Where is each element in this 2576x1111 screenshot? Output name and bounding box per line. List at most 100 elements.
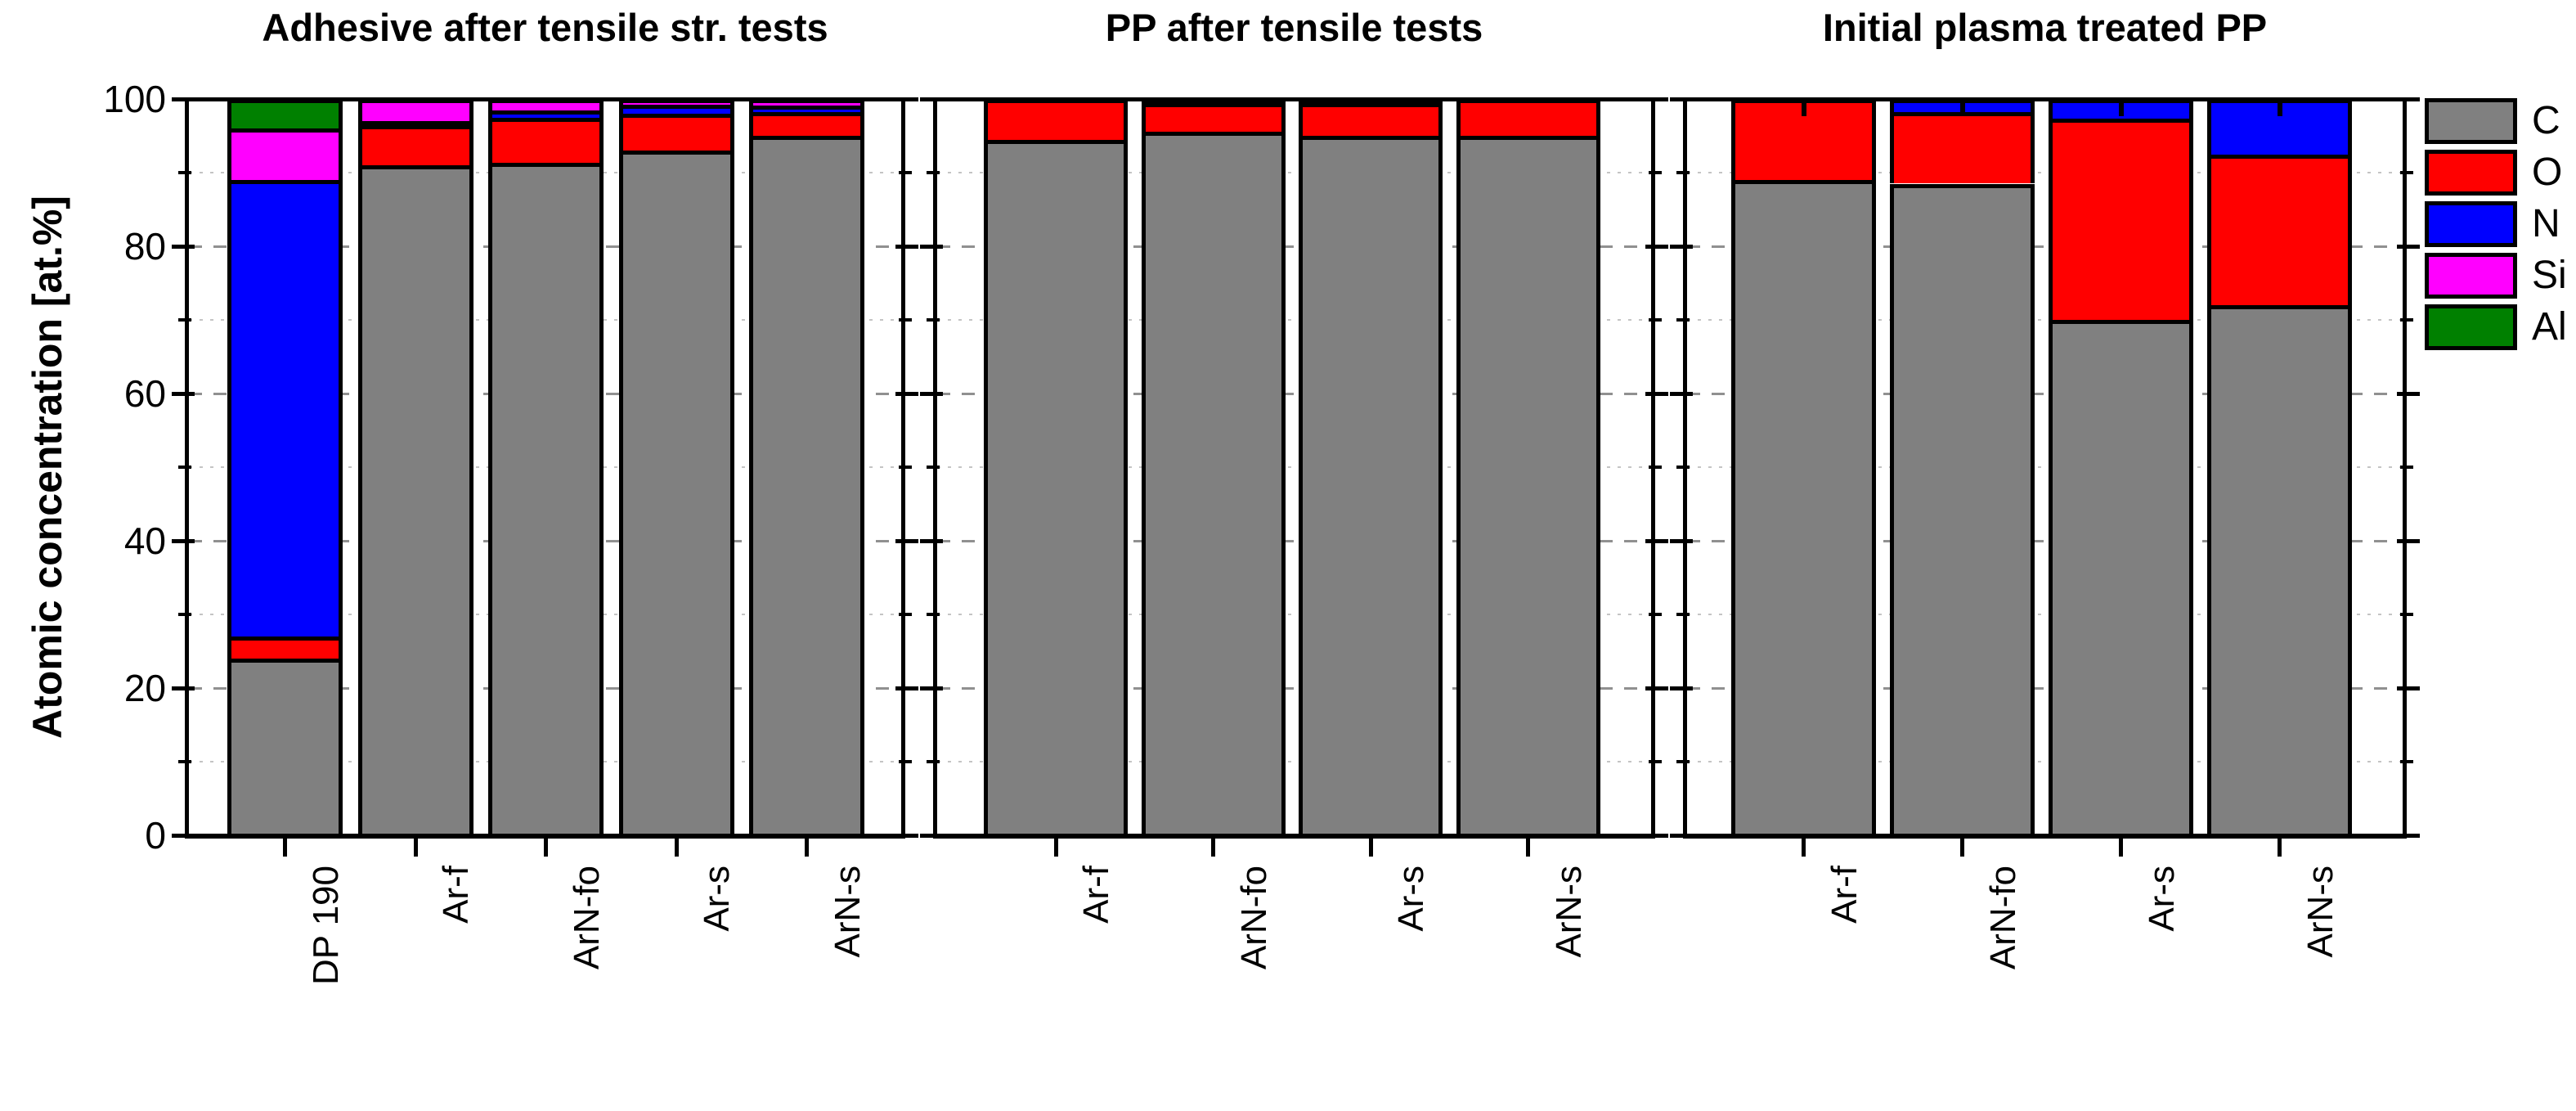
bar-segment-O-DP-190 — [227, 636, 343, 659]
ytick-label-0: 0 — [145, 814, 166, 857]
ytick-label-20: 20 — [123, 667, 166, 709]
gridline-major-60 — [1687, 392, 2403, 395]
ytick-major-left-0 — [172, 833, 195, 838]
bar-segment-Si-DP-190 — [227, 128, 343, 180]
bar-segment-O-ArN-fo — [1141, 102, 1286, 132]
panel-1-bottom-spine — [933, 834, 1655, 839]
ytick-major-left-20 — [1670, 686, 1693, 690]
xtick-label-Ar-f: Ar-f — [436, 866, 476, 924]
ytick-minor-right-70 — [1649, 318, 1662, 322]
bar-segment-C-Ar-f — [357, 165, 473, 835]
ytick-minor-right-90 — [1649, 171, 1662, 174]
ytick-major-right-60 — [895, 391, 918, 396]
xtick-label-ArN-s: ArN-s — [2300, 866, 2340, 958]
bar-segment-N-Ar-f — [357, 121, 473, 126]
xtick-label-ArN-s: ArN-s — [1548, 866, 1589, 958]
xtick-Ar-s — [1368, 839, 1373, 857]
ytick-label-80: 80 — [123, 225, 166, 268]
legend-swatch-O — [2425, 150, 2517, 196]
xtick-ArN-s — [805, 839, 809, 857]
gridline-minor-30 — [1687, 614, 2403, 615]
xtick-label-Ar-f: Ar-f — [1824, 866, 1865, 924]
panel-title-adhesive: Adhesive after tensile str. tests — [262, 6, 828, 49]
xtick-label-ArN-fo: ArN-fo — [1982, 866, 2023, 970]
ytick-minor-right-10 — [2400, 760, 2413, 763]
panel-title-pp-tensile: PP after tensile tests — [1105, 6, 1483, 49]
xtick-ArN-s — [1526, 839, 1530, 857]
legend-swatch-N — [2425, 201, 2517, 247]
ytick-major-right-80 — [895, 244, 918, 249]
ytick-minor-right-50 — [899, 466, 912, 469]
ytick-major-left-80 — [172, 244, 195, 249]
ytick-major-left-80 — [1670, 244, 1693, 249]
gridline-major-40 — [937, 539, 1651, 542]
ytick-major-right-100 — [1645, 97, 1668, 101]
bar-segment-C-Ar-s — [2049, 320, 2193, 835]
ytick-major-right-60 — [2397, 391, 2420, 396]
ytick-minor-right-90 — [2400, 171, 2413, 174]
gridline-major-20 — [1687, 686, 2403, 690]
gridline-minor-90 — [1687, 172, 2403, 173]
legend-label-N: N — [2532, 202, 2560, 245]
ytick-label-100: 100 — [103, 78, 166, 120]
y-axis-title: Atomic concentration [at.%] — [25, 196, 70, 739]
gridline-minor-50 — [1687, 466, 2403, 468]
ytick-minor-left-90 — [927, 171, 940, 174]
ytick-major-left-100 — [172, 97, 195, 101]
ytick-major-left-40 — [920, 538, 943, 543]
bar-segment-C-DP-190 — [227, 659, 343, 835]
bar-segment-O-ArN-fo — [1890, 112, 2035, 184]
bar-segment-C-Ar-s — [1299, 136, 1443, 835]
ytick-major-right-40 — [1645, 538, 1668, 543]
ytick-minor-right-30 — [899, 613, 912, 616]
ytick-major-left-20 — [172, 686, 195, 690]
gridline-major-40 — [1687, 539, 2403, 542]
bar-segment-C-Ar-f — [1731, 180, 1876, 835]
xtick-Ar-f — [1053, 839, 1058, 857]
xtick-ArN-fo — [1211, 839, 1215, 857]
ytick-minor-left-90 — [178, 171, 191, 174]
ytick-minor-left-70 — [1676, 318, 1690, 322]
ytick-major-right-20 — [2397, 686, 2420, 690]
ytick-major-right-40 — [895, 538, 918, 543]
bar-segment-O-Ar-f — [984, 99, 1128, 140]
xtick-label-ArN-s: ArN-s — [827, 866, 868, 958]
gridline-minor-10 — [937, 761, 1651, 762]
legend-label-Si: Si — [2532, 254, 2567, 297]
gridline-minor-50 — [937, 466, 1651, 468]
bar-segment-Al-DP-190 — [227, 99, 343, 128]
ytick-major-left-40 — [1670, 538, 1693, 543]
xtick-ArN-fo — [544, 839, 548, 857]
ytick-minor-left-90 — [1676, 171, 1690, 174]
xtick-label-ArN-fo: ArN-fo — [566, 866, 607, 970]
ytick-minor-left-10 — [927, 760, 940, 763]
panel-2-top-spine — [1683, 97, 2407, 101]
ytick-major-left-100 — [1670, 97, 1693, 101]
xtick-Ar-f — [413, 839, 418, 857]
xtick-label-Ar-s: Ar-s — [1391, 866, 1431, 932]
gridline-minor-70 — [1687, 319, 2403, 321]
ytick-minor-right-70 — [899, 318, 912, 322]
legend-label-C: C — [2532, 99, 2560, 142]
ytick-minor-left-70 — [178, 318, 191, 322]
legend-swatch-C — [2425, 98, 2517, 144]
xtick-label-Ar-s: Ar-s — [697, 866, 737, 932]
ytick-minor-right-30 — [1649, 613, 1662, 616]
ytick-major-right-100 — [895, 97, 918, 101]
ytick-minor-left-30 — [178, 613, 191, 616]
xps-atomic-concentration-figure: Atomic concentration [at.%] Adhesive aft… — [25, 6, 2567, 985]
legend-label-O: O — [2532, 151, 2563, 194]
bar-segment-C-Ar-f — [984, 139, 1128, 835]
ytick-major-left-0 — [920, 833, 943, 838]
panel-2-bottom-spine — [1683, 834, 2407, 839]
bar-segment-N-DP-190 — [227, 180, 343, 636]
legend-swatch-Si — [2425, 253, 2517, 299]
xtick-Ar-f — [1802, 839, 1806, 857]
ytick-major-left-0 — [1670, 833, 1693, 838]
ytick-major-left-60 — [920, 391, 943, 396]
ytick-major-left-100 — [920, 97, 943, 101]
legend-label-Al: Al — [2532, 305, 2567, 349]
gridline-minor-10 — [1687, 761, 2403, 762]
xtick-label-Ar-f: Ar-f — [1076, 866, 1116, 924]
bar-segment-O-ArN-s — [2207, 154, 2352, 305]
